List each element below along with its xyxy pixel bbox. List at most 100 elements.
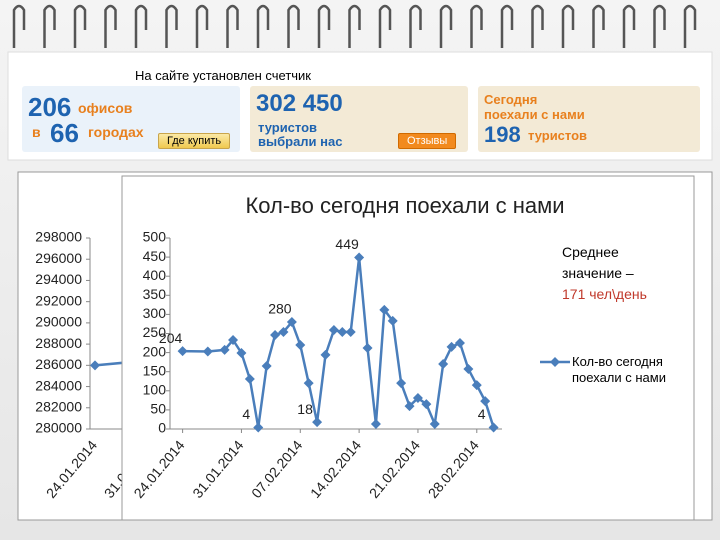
y-tick-label: 150 xyxy=(143,362,167,378)
chart-title: Кол-во сегодня поехали с нами xyxy=(245,193,564,218)
annotation-text: Среднее значение – xyxy=(562,244,634,281)
today-line1: Сегодня xyxy=(484,92,538,107)
y-tick-label: 286000 xyxy=(35,356,82,372)
marker xyxy=(270,330,281,341)
data-label: 4 xyxy=(478,406,486,422)
y-tick-label: 350 xyxy=(143,286,167,302)
banner-heading: На сайте установлен счетчик xyxy=(135,68,311,83)
marker xyxy=(228,334,239,345)
y-tick-label: 200 xyxy=(143,343,167,359)
marker xyxy=(244,373,255,384)
marker xyxy=(396,378,407,389)
offices-unit: офисов xyxy=(78,100,133,116)
marker xyxy=(446,341,457,352)
data-label: 449 xyxy=(335,236,359,252)
data-label: 18 xyxy=(297,401,313,417)
annotation-highlight: 171 чел\день xyxy=(562,286,647,302)
marker xyxy=(387,315,398,326)
y-tick-label: 400 xyxy=(143,267,167,283)
data-label: 280 xyxy=(268,301,292,317)
y-tick-label: 284000 xyxy=(35,377,82,393)
marker xyxy=(286,317,297,328)
spiral-ring xyxy=(622,4,636,48)
spiral-ring xyxy=(134,4,148,48)
marker xyxy=(370,419,381,430)
marker xyxy=(253,422,264,433)
data-label: 204 xyxy=(159,330,183,346)
marker xyxy=(177,346,188,357)
spiral-ring xyxy=(195,4,209,48)
tourists-panel: 302 450 туристов выбрали нас Отзывы xyxy=(250,86,468,152)
y-tick-label: 50 xyxy=(150,401,166,417)
y-tick-label: 294000 xyxy=(35,271,82,287)
spiral-ring xyxy=(531,4,544,48)
today-panel: Сегодня поехали с нами 198 туристов xyxy=(478,86,700,152)
spiral-ring xyxy=(12,4,26,48)
marker xyxy=(471,380,482,391)
spiral-ring xyxy=(470,4,483,48)
offices-panel: 206 офисов в 66 городах Где купить xyxy=(22,86,240,152)
spiral-ring xyxy=(500,4,514,48)
today-unit: туристов xyxy=(528,128,588,143)
spiral-ring xyxy=(226,4,239,48)
offices-prep: в xyxy=(32,124,41,140)
spiral-ring xyxy=(409,4,422,48)
chart-frame xyxy=(121,175,695,521)
marker xyxy=(303,378,314,389)
y-tick-label: 290000 xyxy=(35,314,82,330)
marker xyxy=(345,326,356,337)
tourists-count: 302 450 xyxy=(256,90,343,117)
marker xyxy=(379,304,390,315)
y-tick-label: 282000 xyxy=(35,398,82,414)
marker xyxy=(328,325,339,336)
spiral-ring xyxy=(683,4,697,48)
marker xyxy=(312,417,323,428)
marker xyxy=(412,393,423,404)
spiral-ring xyxy=(439,4,453,48)
today-count: 198 xyxy=(484,122,521,147)
spiral-ring xyxy=(317,4,331,48)
marker xyxy=(463,364,474,375)
y-tick-label: 298000 xyxy=(35,229,82,245)
marker xyxy=(320,349,331,360)
marker xyxy=(295,339,306,350)
reviews-button[interactable]: Отзывы xyxy=(398,133,457,149)
offices-count: 206 xyxy=(28,92,72,122)
tourists-line1: туристов xyxy=(258,120,318,135)
legend-label: Кол-во сегодня поехали с нами xyxy=(572,354,666,385)
spiral-ring xyxy=(653,4,666,48)
spiral-ring xyxy=(561,4,575,48)
marker xyxy=(488,422,499,433)
spiral-ring xyxy=(287,4,300,48)
y-tick-label: 280000 xyxy=(35,420,82,436)
spiral-ring xyxy=(348,4,361,48)
cities-unit: городах xyxy=(88,124,144,140)
y-tick-label: 0 xyxy=(158,420,166,436)
marker xyxy=(202,346,213,357)
y-tick-label: 450 xyxy=(143,248,167,264)
y-tick-label: 300 xyxy=(143,305,167,321)
marker xyxy=(337,326,348,337)
y-tick-label: 250 xyxy=(143,324,167,340)
y-tick-label: 292000 xyxy=(35,292,82,308)
marker xyxy=(429,419,440,430)
marker xyxy=(421,399,432,410)
tourists-line2: выбрали нас xyxy=(258,134,343,149)
spiral-ring xyxy=(104,4,117,48)
marker xyxy=(354,252,365,263)
marker xyxy=(278,326,289,337)
marker xyxy=(362,343,373,354)
y-tick-label: 100 xyxy=(143,382,167,398)
marker xyxy=(404,401,415,412)
marker xyxy=(219,344,230,355)
y-tick-label: 500 xyxy=(143,229,167,245)
y-tick-label: 296000 xyxy=(35,250,82,266)
spiral-ring xyxy=(165,4,178,48)
spiral-ring xyxy=(378,4,392,48)
marker xyxy=(454,338,465,349)
cities-count: 66 xyxy=(50,118,79,148)
where-buy-button[interactable]: Где купить xyxy=(158,133,231,149)
spiral-ring xyxy=(592,4,605,48)
marker xyxy=(550,357,560,367)
